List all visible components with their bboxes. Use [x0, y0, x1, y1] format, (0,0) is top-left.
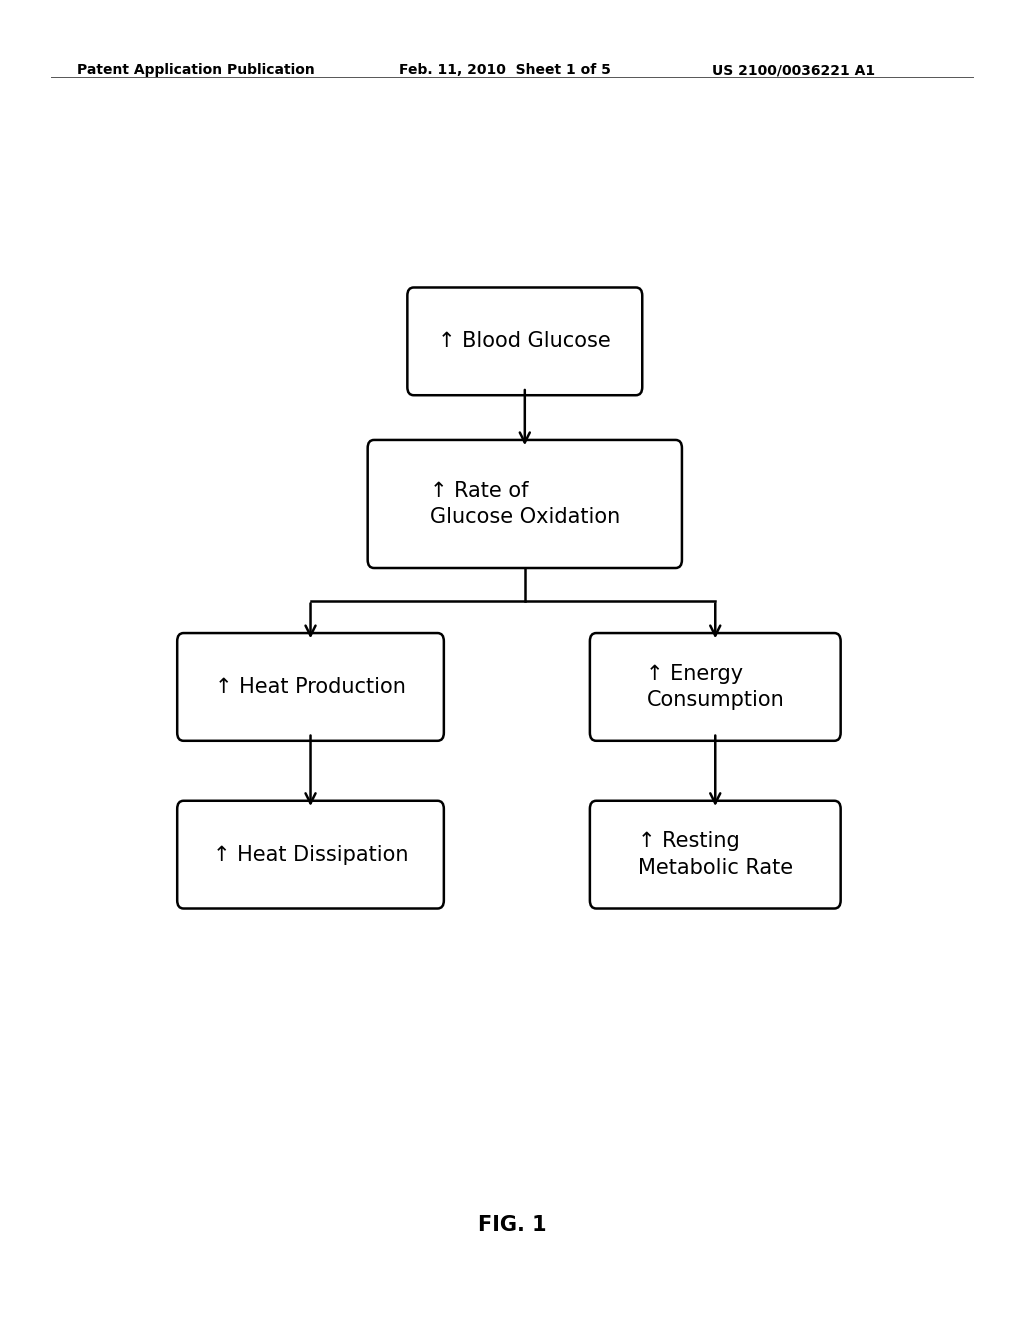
Text: ↑ Energy
Consumption: ↑ Energy Consumption: [646, 664, 784, 710]
Text: ↑ Heat Dissipation: ↑ Heat Dissipation: [213, 845, 409, 865]
FancyBboxPatch shape: [177, 801, 443, 908]
FancyBboxPatch shape: [368, 440, 682, 568]
Text: ↑ Resting
Metabolic Rate: ↑ Resting Metabolic Rate: [638, 832, 793, 878]
Text: ↑ Heat Production: ↑ Heat Production: [215, 677, 406, 697]
FancyBboxPatch shape: [590, 801, 841, 908]
Text: Patent Application Publication: Patent Application Publication: [77, 63, 314, 78]
FancyBboxPatch shape: [590, 634, 841, 741]
Text: US 2100/0036221 A1: US 2100/0036221 A1: [712, 63, 874, 78]
Text: ↑ Blood Glucose: ↑ Blood Glucose: [438, 331, 611, 351]
FancyBboxPatch shape: [177, 634, 443, 741]
Text: Feb. 11, 2010  Sheet 1 of 5: Feb. 11, 2010 Sheet 1 of 5: [399, 63, 611, 78]
Text: FIG. 1: FIG. 1: [477, 1214, 547, 1236]
FancyBboxPatch shape: [408, 288, 642, 395]
Text: ↑ Rate of
Glucose Oxidation: ↑ Rate of Glucose Oxidation: [430, 480, 620, 527]
